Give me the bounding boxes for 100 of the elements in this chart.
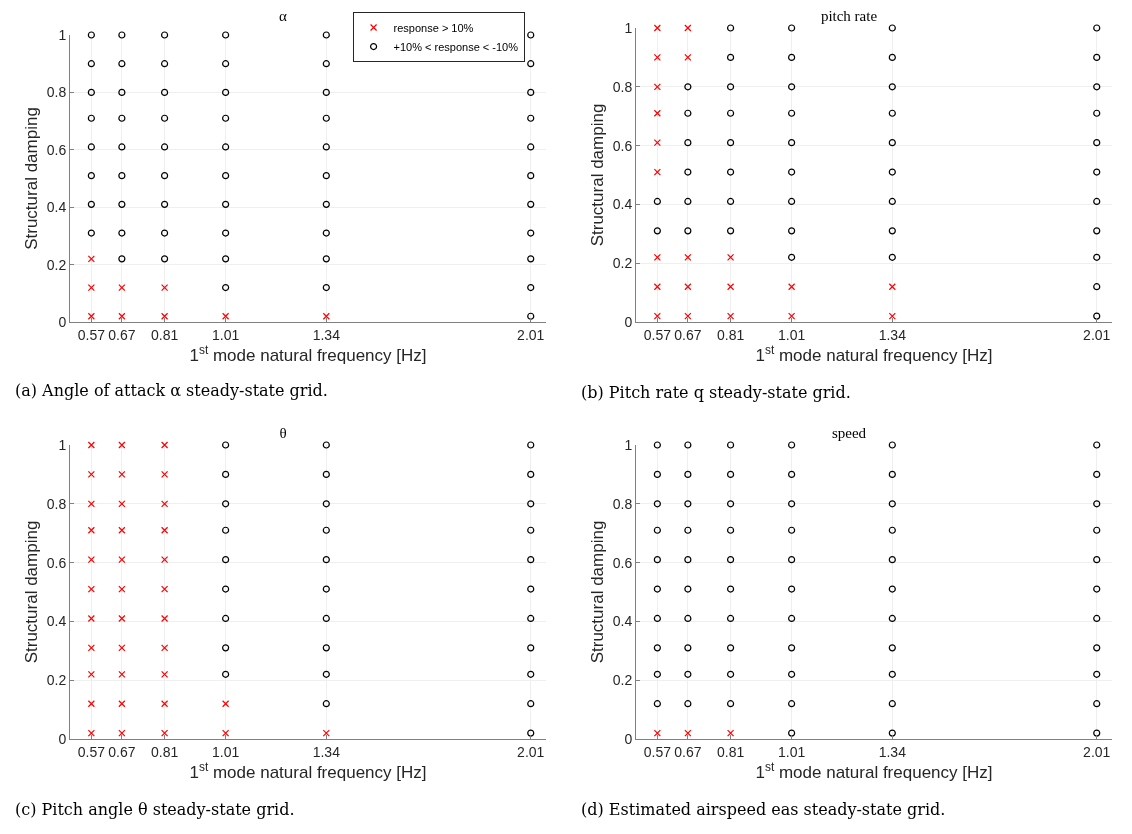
point <box>527 441 535 449</box>
x-tick-label: 0.81 <box>150 743 179 760</box>
point <box>726 312 735 320</box>
y-axis-title: Structural damping <box>588 520 608 664</box>
point <box>87 614 95 623</box>
x-axis-title: 1$^{st}$ mode natural frequency [Hz] <box>189 342 427 365</box>
point <box>118 700 126 708</box>
point <box>788 53 796 61</box>
point <box>87 229 95 237</box>
point <box>684 83 692 91</box>
point <box>888 197 896 206</box>
point <box>788 109 796 117</box>
text: (b) Pitch rate q steady-state grid. <box>581 383 851 402</box>
point <box>160 729 169 737</box>
point <box>87 31 95 39</box>
point <box>322 200 330 208</box>
y-tick-label: 0.6 <box>46 141 67 158</box>
point <box>118 556 126 564</box>
point <box>87 114 95 122</box>
point <box>160 255 169 263</box>
x-tick-label: 2.01 <box>1083 326 1111 343</box>
point <box>684 53 692 61</box>
point <box>87 255 95 263</box>
point <box>322 670 330 678</box>
point <box>118 200 126 208</box>
point <box>160 60 169 68</box>
point <box>118 283 126 292</box>
point <box>160 670 169 678</box>
point <box>653 312 661 320</box>
point <box>653 197 661 206</box>
point <box>160 500 169 508</box>
point <box>888 139 896 147</box>
point <box>87 60 95 68</box>
point <box>527 143 535 151</box>
point <box>788 139 796 147</box>
point <box>222 729 230 737</box>
point <box>160 114 169 122</box>
point <box>87 729 95 737</box>
point <box>160 441 169 449</box>
point <box>222 172 230 180</box>
point <box>1093 83 1101 91</box>
y-tick-label: 0 <box>624 313 633 330</box>
point <box>222 700 230 708</box>
point <box>322 556 330 564</box>
point <box>322 114 330 122</box>
y-tick-label: 0.4 <box>612 613 633 630</box>
point <box>527 614 535 623</box>
x-tick-label: 1.01 <box>777 326 806 343</box>
point <box>527 670 535 678</box>
point <box>888 227 896 235</box>
point <box>160 526 169 534</box>
point <box>684 24 692 32</box>
point <box>888 53 896 61</box>
y-tick-label: 1 <box>624 19 633 36</box>
point <box>322 700 330 708</box>
point <box>726 24 735 32</box>
point <box>322 614 330 623</box>
point <box>222 500 230 508</box>
point <box>1093 312 1101 320</box>
point <box>726 53 735 61</box>
point <box>87 441 95 449</box>
y-tick-label: 0 <box>58 730 67 747</box>
point <box>684 197 692 206</box>
point <box>527 229 535 237</box>
point <box>527 644 535 652</box>
x-tick-label: 1.34 <box>878 326 907 343</box>
point <box>322 585 330 593</box>
point <box>118 143 126 151</box>
point <box>322 88 330 96</box>
y-tick-label: 0.8 <box>46 495 67 512</box>
y-tick-label: 1 <box>624 436 633 453</box>
point <box>684 109 692 117</box>
point <box>118 172 126 180</box>
point <box>322 500 330 508</box>
text: (c) Pitch angle θ steady-state grid. <box>15 800 295 819</box>
point <box>87 500 95 508</box>
point <box>222 556 230 564</box>
point <box>160 229 169 237</box>
point <box>322 229 330 237</box>
x-axis-title: 1$^{st}$ mode natural frequency [Hz] <box>755 342 993 365</box>
point <box>788 24 796 32</box>
x-tick-label: 0.57 <box>77 326 106 343</box>
point <box>118 114 126 122</box>
point <box>118 441 126 449</box>
x-tick-label: 0.67 <box>674 326 702 343</box>
y-tick-label: 0.2 <box>612 255 633 272</box>
point <box>118 500 126 508</box>
point <box>322 441 330 449</box>
point <box>888 83 896 91</box>
point <box>527 60 535 68</box>
point <box>222 585 230 593</box>
x-tick-label: 0.81 <box>150 326 179 343</box>
point <box>222 614 230 623</box>
point <box>322 644 330 652</box>
point <box>160 585 169 593</box>
x-axis-title: 1$^{st}$ mode natural frequency [Hz] <box>755 759 993 782</box>
point <box>222 114 230 122</box>
point <box>222 644 230 652</box>
legend-label: response > 10% <box>393 21 474 34</box>
x-axis-title: 1$^{st}$ mode natural frequency [Hz] <box>189 759 427 782</box>
